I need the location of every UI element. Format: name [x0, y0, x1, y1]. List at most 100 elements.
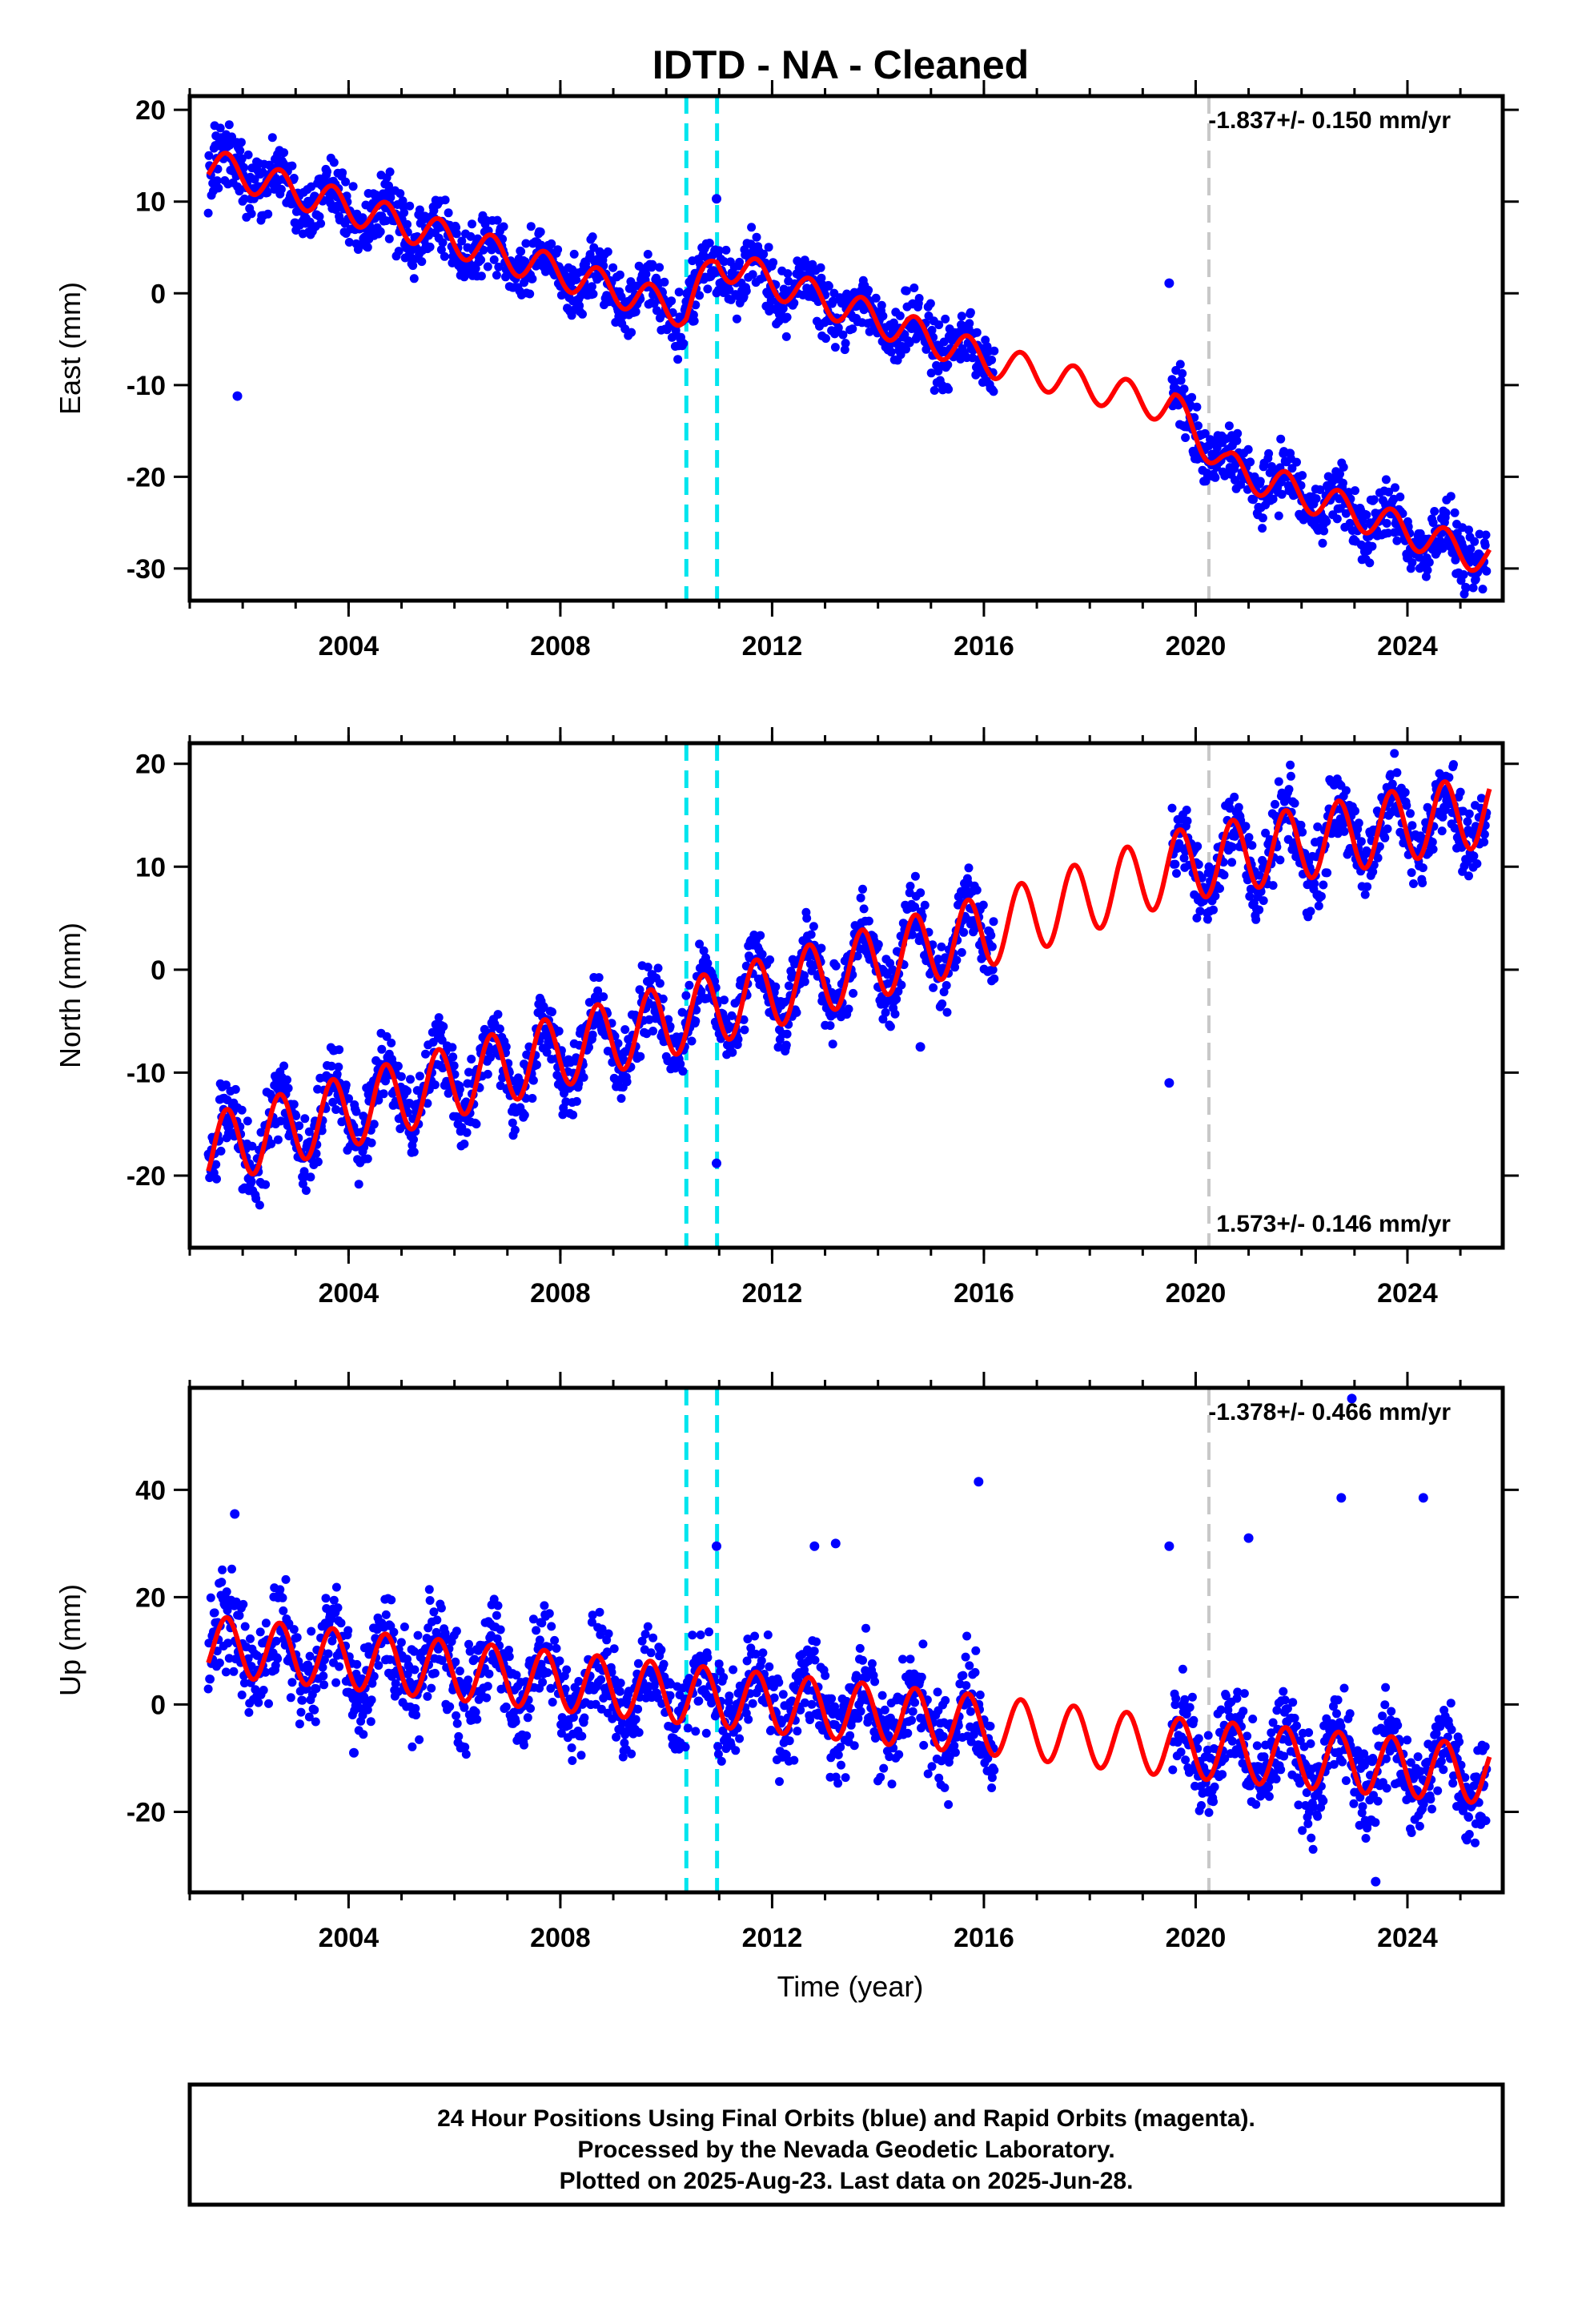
data-point — [631, 307, 640, 316]
data-point — [1310, 879, 1319, 888]
data-point — [701, 1728, 711, 1738]
data-point — [329, 158, 339, 167]
data-point — [879, 1763, 889, 1773]
data-point — [1189, 1715, 1199, 1725]
data-point — [1356, 837, 1366, 846]
data-point — [492, 215, 502, 225]
data-point — [217, 1578, 227, 1587]
data-point — [363, 243, 372, 252]
data-point — [878, 312, 888, 321]
data-point — [942, 1007, 952, 1017]
data-point — [926, 368, 936, 378]
data-point — [1369, 495, 1379, 505]
data-point — [783, 269, 793, 279]
data-point — [369, 1120, 379, 1129]
data-point — [210, 1608, 219, 1618]
data-point — [685, 980, 694, 990]
data-point — [774, 1678, 784, 1687]
data-point — [329, 1595, 339, 1605]
data-point — [1345, 518, 1355, 528]
data-point — [827, 1694, 837, 1703]
data-point — [1167, 803, 1177, 813]
data-point — [385, 167, 395, 177]
data-point — [894, 1750, 904, 1759]
data-point — [604, 1629, 613, 1638]
rate-label: 1.573+/- 0.146 mm/yr — [1216, 1211, 1451, 1237]
data-point — [1332, 514, 1342, 524]
data-point — [508, 1118, 517, 1128]
data-point — [203, 208, 213, 218]
data-point — [765, 955, 775, 964]
data-point — [1230, 792, 1239, 802]
data-point — [243, 1116, 252, 1126]
data-point — [283, 1075, 291, 1084]
data-point — [255, 1200, 264, 1210]
data-point — [279, 1606, 288, 1615]
data-point — [403, 1086, 412, 1096]
data-point — [643, 250, 652, 259]
data-point — [448, 1052, 458, 1062]
data-point — [526, 222, 536, 231]
data-point — [412, 1711, 421, 1720]
data-point — [334, 1062, 343, 1072]
data-point — [421, 1049, 430, 1059]
data-point — [933, 1687, 942, 1697]
data-point — [279, 1061, 289, 1071]
data-point — [379, 1089, 388, 1099]
data-point — [221, 1080, 231, 1090]
data-point — [283, 1084, 293, 1093]
data-point — [636, 1051, 645, 1061]
data-point — [1203, 915, 1212, 924]
data-point — [1182, 806, 1191, 814]
data-point — [705, 239, 714, 247]
data-point — [1175, 360, 1185, 369]
data-point — [1179, 384, 1189, 394]
data-point — [633, 1659, 643, 1668]
data-point — [539, 1002, 548, 1011]
data-point — [436, 1603, 446, 1613]
data-point — [440, 195, 450, 205]
data-point — [311, 1149, 321, 1158]
data-point — [472, 1715, 482, 1724]
data-point — [897, 980, 906, 990]
data-point — [588, 1030, 597, 1039]
data-point — [224, 120, 234, 130]
plot-area — [203, 1388, 1492, 1892]
north-panel: 2004 2008 2012 2016 2020 202420100-10-20North… — [54, 727, 1519, 1309]
data-point — [725, 1691, 734, 1701]
data-point — [468, 219, 476, 229]
data-point — [1210, 1782, 1219, 1791]
plot-frame — [187, 741, 1505, 1250]
data-point — [358, 213, 367, 223]
data-point — [452, 1711, 461, 1720]
data-point — [432, 1615, 442, 1625]
data-point — [616, 1679, 625, 1688]
data-point — [439, 1022, 448, 1031]
data-point — [1171, 1694, 1181, 1703]
data-point — [1233, 428, 1243, 438]
data-point — [825, 1021, 835, 1031]
data-point — [885, 1022, 895, 1031]
y-axis-label: North (mm) — [54, 923, 86, 1068]
data-point — [287, 161, 297, 171]
data-point — [1274, 777, 1283, 786]
data-point — [1197, 1801, 1206, 1810]
data-point — [867, 1659, 877, 1668]
data-point — [653, 963, 663, 973]
data-point — [1365, 558, 1375, 568]
data-point — [747, 223, 757, 232]
data-point — [1407, 821, 1417, 830]
data-point — [643, 1622, 652, 1631]
data-point — [384, 234, 394, 243]
data-point — [889, 318, 898, 328]
data-point — [807, 1699, 817, 1709]
data-point — [1258, 524, 1267, 533]
data-point — [1264, 448, 1274, 458]
data-point — [523, 1713, 532, 1723]
data-point — [864, 285, 873, 295]
outlier-point — [711, 1158, 721, 1168]
data-point — [231, 1084, 240, 1094]
data-point — [384, 181, 393, 191]
data-point — [1341, 509, 1351, 518]
y-tick-label: -30 — [126, 554, 166, 585]
